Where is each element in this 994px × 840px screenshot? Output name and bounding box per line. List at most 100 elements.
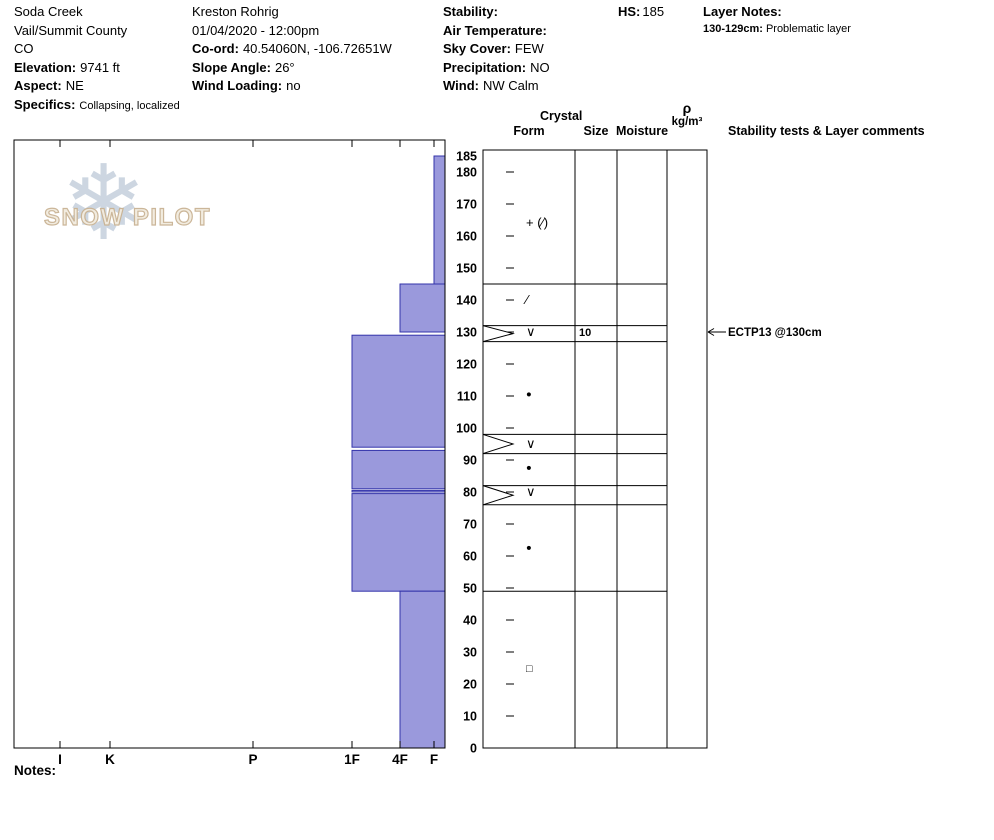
specifics-label: Specifics:	[14, 96, 76, 112]
grain-size-value: 10	[579, 327, 591, 339]
snow-layer-bar	[399, 283, 446, 333]
snowpilot-watermark: ❄ SNOW PILOT	[36, 152, 236, 288]
layer-note-range: 130-129cm:	[703, 22, 763, 35]
snow-layer-bar	[351, 493, 446, 592]
hardness-axis-label: 1F	[344, 752, 360, 767]
coord-value: 40.54060N, -106.72651W	[242, 41, 392, 57]
depth-tick-label: 130	[456, 326, 477, 340]
coord-row: Co-ord: 40.54060N, -106.72651W	[192, 40, 392, 59]
grain-form-symbol: + (∕)	[526, 215, 548, 230]
depth-tick-label: 90	[463, 454, 477, 468]
depth-tick-label: 170	[456, 198, 477, 212]
size-header: Size	[583, 124, 609, 138]
slope-angle-value: 26°	[274, 59, 295, 75]
depth-tick-label: 70	[463, 518, 477, 532]
sky-cover-row: Sky Cover: FEW	[443, 40, 551, 59]
wind-row: Wind: NW Calm	[443, 77, 551, 96]
depth-tick-label: 180	[456, 166, 477, 180]
specifics-row: Specifics: Collapsing, localized	[14, 96, 180, 116]
sky-cover-label: Sky Cover:	[443, 41, 511, 57]
grain-form-symbol: ∨	[526, 324, 536, 339]
aspect-label: Aspect:	[14, 78, 62, 94]
depth-tick-label: 160	[456, 230, 477, 244]
observer-name: Kreston Rohrig	[192, 4, 279, 19]
depth-tick-label: 110	[457, 390, 477, 404]
slope-angle-label: Slope Angle:	[192, 59, 271, 75]
snow-layer-bar	[351, 334, 446, 448]
grain-form-symbol: ∕	[523, 292, 530, 307]
aspect-row: Aspect: NE	[14, 77, 180, 96]
profile-plot-border	[13, 139, 446, 749]
conditions-column: Stability: Air Temperature: Sky Cover: FE…	[443, 3, 551, 96]
stability-label: Stability:	[443, 4, 498, 19]
flagged-layer-marker	[482, 324, 515, 343]
grain-grid-border	[482, 149, 708, 749]
layer-note-text: Problematic layer	[765, 22, 851, 35]
elevation-row: Elevation: 9741 ft	[14, 59, 180, 78]
site-state: CO	[14, 41, 34, 57]
hs-value: 185	[642, 4, 665, 19]
specifics-value: Collapsing, localized	[79, 99, 180, 112]
watermark-brand: SNOW PILOT	[43, 203, 211, 231]
depth-tick-label: 120	[456, 358, 477, 372]
wind-label: Wind:	[443, 78, 479, 94]
depth-tick-label: 60	[463, 550, 477, 564]
grain-form-symbol: □	[526, 663, 533, 675]
observer-info-column: Kreston Rohrig 01/04/2020 - 12:00pm Co-o…	[192, 3, 392, 96]
slope-angle-row: Slope Angle: 26°	[192, 59, 392, 78]
stability-test-label: ECTP13 @130cm	[728, 327, 822, 339]
snowflake-icon: ❄	[60, 146, 148, 262]
aspect-value: NE	[65, 78, 84, 94]
depth-tick-label: 40	[463, 614, 477, 628]
grain-form-symbol: ●	[526, 389, 532, 400]
depth-tick-label: 30	[463, 646, 477, 660]
stability-row: Stability:	[443, 3, 551, 22]
observation-datetime: 01/04/2020 - 12:00pm	[192, 22, 320, 38]
hs-label: HS:	[618, 4, 641, 19]
hardness-axis-label: F	[430, 752, 438, 767]
air-temp-label: Air Temperature:	[443, 22, 547, 38]
precipitation-row: Precipitation: NO	[443, 59, 551, 78]
comments-header: Stability tests & Layer comments	[728, 124, 925, 138]
hardness-axis-label: P	[248, 752, 257, 767]
precipitation-label: Precipitation:	[443, 59, 527, 75]
wind-loading-row: Wind Loading: no	[192, 77, 392, 96]
depth-tick-label: 80	[463, 486, 477, 500]
hs-row: HS: 185	[618, 3, 664, 22]
depth-tick-label: 0	[470, 742, 477, 756]
sky-cover-value: FEW	[514, 41, 544, 57]
depth-tick-label: 20	[463, 678, 477, 692]
notes-label: Notes:	[14, 763, 57, 778]
depth-tick-label: 10	[463, 710, 477, 724]
flagged-layer-marker	[482, 433, 515, 455]
snow-layer-bar	[399, 590, 446, 749]
precipitation-value: NO	[530, 59, 550, 75]
snow-layer-bar	[351, 489, 446, 493]
snow-layer-bar	[433, 155, 446, 285]
depth-tick-label: 50	[463, 582, 477, 596]
layer-notes-label: Layer Notes:	[703, 4, 782, 19]
layer-notes-header-row: Layer Notes:	[703, 3, 851, 22]
grain-form-symbol: ∨	[526, 484, 536, 499]
hardness-axis-label: I	[58, 752, 62, 767]
elevation-value: 9741 ft	[80, 59, 120, 75]
grain-form-symbol: ●	[526, 542, 532, 553]
site-region: Vail/Summit County	[14, 22, 128, 38]
air-temp-row: Air Temperature:	[443, 22, 551, 41]
grain-form-symbol: ∨	[526, 436, 536, 451]
test-arrow-icon	[707, 328, 726, 336]
depth-tick-label: 150	[456, 262, 477, 276]
wind-loading-label: Wind Loading:	[192, 78, 283, 94]
snow-layer-bar	[351, 449, 446, 490]
site-info-column: Soda Creek Vail/Summit County CO Elevati…	[14, 3, 180, 116]
site-name: Soda Creek	[14, 4, 83, 19]
hs-column: HS: 185	[618, 3, 664, 22]
crystal-header: Crystal	[540, 109, 583, 123]
grain-form-symbol: ●	[526, 462, 532, 473]
wind-loading-value: no	[286, 78, 301, 94]
moisture-header: Moisture	[615, 124, 669, 138]
flagged-layer-marker	[482, 484, 515, 506]
depth-tick-label: 140	[456, 294, 477, 308]
depth-tick-label: 185	[456, 150, 477, 164]
